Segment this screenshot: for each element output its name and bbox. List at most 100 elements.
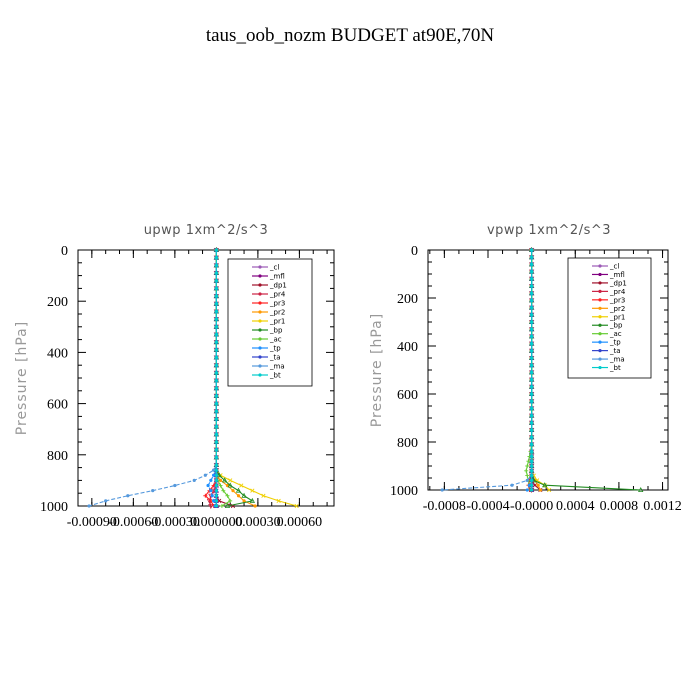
data-point-pr2 <box>538 488 542 492</box>
data-point-bp <box>638 486 644 493</box>
data-point-pr1 <box>261 493 266 498</box>
legend-label-pr4: _pr4 <box>269 291 286 299</box>
data-point-bt <box>530 399 534 403</box>
legend-marker-pr2 <box>598 306 602 310</box>
data-point-bt <box>214 286 218 290</box>
x-tick-label: 0.0008 <box>600 499 639 514</box>
y-tick-label: 400 <box>397 340 418 355</box>
legend-label-ma: _ma <box>609 356 625 364</box>
series-line-ma <box>88 250 217 507</box>
data-point-bt <box>214 348 218 352</box>
legend-marker-mfl <box>258 274 262 278</box>
legend-label-pr2: _pr2 <box>609 305 625 313</box>
panel-vpwp: vpwp 1xm^2/s^3 Pressure [hPa] 0 200 400 600… <box>369 223 682 514</box>
data-point-bt <box>530 363 534 367</box>
data-point-pr2 <box>231 489 235 493</box>
data-point-bt <box>530 483 534 487</box>
data-point-bt <box>214 483 218 488</box>
x-tick-label: 0.0004 <box>556 499 595 514</box>
data-point-pr1 <box>546 487 552 493</box>
data-point-bt <box>530 349 534 353</box>
data-point-bt <box>530 370 534 374</box>
data-point-ac <box>221 488 226 493</box>
legend-label-bp: _bp <box>269 327 283 335</box>
data-point-bt <box>214 378 218 383</box>
data-point-pr1 <box>276 498 281 503</box>
legend-box <box>227 258 313 387</box>
data-point-ma <box>440 488 444 492</box>
data-point-bt <box>214 494 218 498</box>
data-point-ac <box>525 473 530 478</box>
y-tick-label: 0 <box>61 244 68 259</box>
legend-label-bt: _bt <box>269 372 281 380</box>
data-point-bt <box>214 473 218 477</box>
x-tick-label: -0.00090 <box>67 515 117 530</box>
data-point-ma <box>203 473 207 477</box>
data-point-ac <box>524 468 529 473</box>
data-point-bt <box>530 277 534 281</box>
data-point-bt <box>214 355 218 360</box>
x-tick-label: -0.00030 <box>150 515 200 530</box>
legend-marker-bt <box>258 373 262 377</box>
legend-box <box>567 257 652 379</box>
data-point-ma <box>87 504 91 508</box>
x-tick-label: 0.000000 <box>190 515 243 530</box>
data-point-bt <box>214 248 218 252</box>
legend-label-pr1: _pr1 <box>269 318 285 326</box>
data-point-ma <box>104 499 108 503</box>
legend-label-ma: _ma <box>269 363 285 371</box>
panel-title-vpwp: vpwp 1xm^2/s^3 <box>487 223 611 238</box>
data-point-pr2 <box>536 483 540 487</box>
data-point-bt <box>530 454 534 458</box>
data-point-bt <box>530 469 534 473</box>
legend-label-pr1: _pr1 <box>609 313 625 321</box>
figure-title: taus_oob_nozm BUDGET at90E,70N <box>206 25 495 46</box>
y-tick-label: 600 <box>397 388 418 403</box>
y-tick-label: 1000 <box>40 500 68 515</box>
data-point-tp <box>212 473 216 477</box>
legend-marker-ac <box>258 337 262 341</box>
panel-upwp: upwp 1xm^2/s^3 Pressure [hPa] 0 200 400 600… <box>14 223 335 530</box>
data-point-bt <box>530 406 534 410</box>
data-point-bt <box>214 386 218 390</box>
data-point-ac <box>526 459 531 464</box>
data-point-bt <box>214 409 218 413</box>
data-point-bt <box>530 435 534 439</box>
data-point-bt <box>214 294 218 298</box>
data-point-ac <box>228 498 233 503</box>
data-point-bt <box>530 291 534 295</box>
data-point-bt <box>214 478 218 482</box>
legend-label-ta: _ta <box>269 354 281 362</box>
y-axis-label-vpwp: Pressure [hPa] <box>369 313 385 427</box>
data-point-ac <box>218 483 223 488</box>
data-point-bt <box>530 356 534 360</box>
data-point-bt <box>530 442 534 446</box>
x-tick-label: -0.0000 <box>510 499 553 514</box>
data-point-tp <box>210 494 214 498</box>
data-point-bt <box>530 459 534 463</box>
data-point-ma <box>212 468 216 472</box>
legend-label-dp1: _dp1 <box>269 282 287 290</box>
legend-label-pr2: _pr2 <box>269 309 285 317</box>
data-point-ac <box>219 504 224 508</box>
data-point-bt <box>214 325 218 329</box>
data-point-ma <box>525 478 529 482</box>
data-point-bt <box>530 284 534 288</box>
data-point-bt <box>530 248 534 252</box>
data-point-bt <box>530 378 534 382</box>
y-tick-label: 200 <box>47 295 68 310</box>
data-point-bt <box>214 499 218 503</box>
data-point-bt <box>214 340 218 344</box>
data-point-tp <box>206 483 210 488</box>
data-point-bt <box>530 392 534 396</box>
data-point-bt <box>214 263 218 267</box>
legend-marker-pr3 <box>258 301 262 305</box>
data-point-bp <box>222 477 228 483</box>
legend-label-tp: _tp <box>269 345 281 353</box>
data-point-bt <box>214 425 218 429</box>
data-point-pr1 <box>239 483 244 488</box>
data-point-ma <box>151 489 155 493</box>
legend-marker-bp <box>598 323 602 327</box>
legend-label-mfl: _mfl <box>609 271 625 279</box>
data-point-bt <box>214 504 218 508</box>
